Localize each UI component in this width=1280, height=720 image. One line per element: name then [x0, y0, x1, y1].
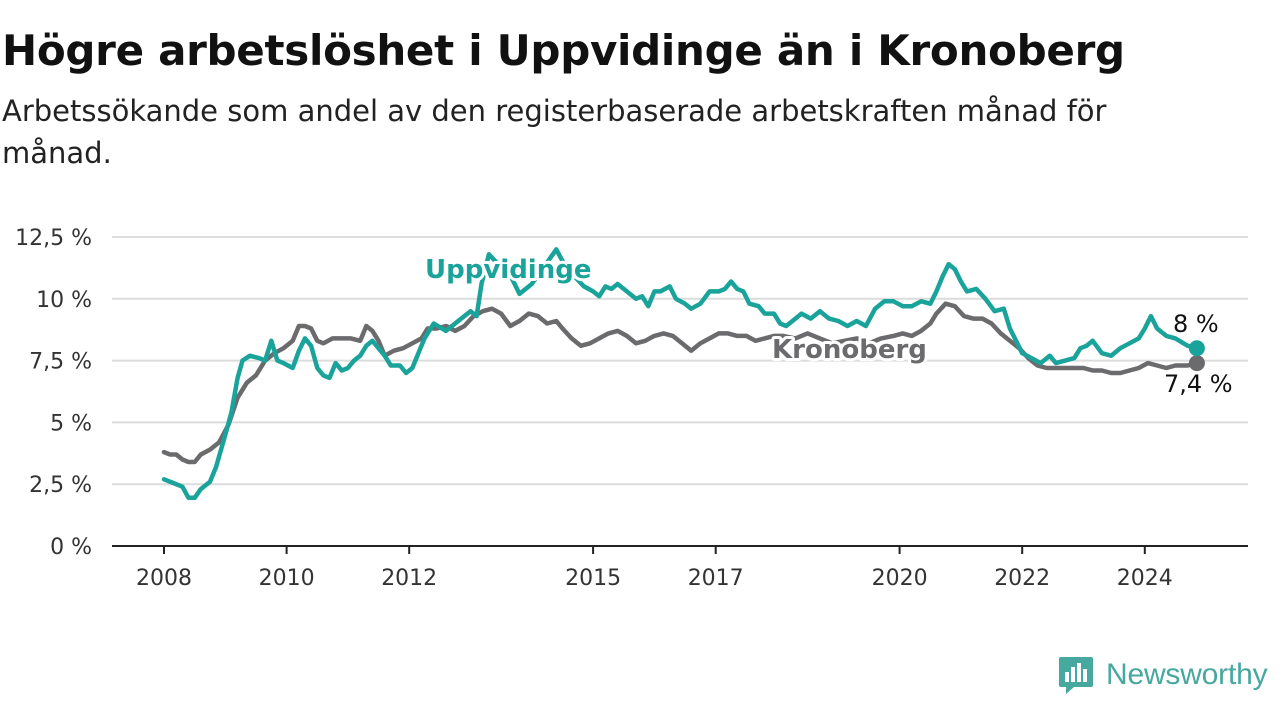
x-tick-label: 2020: [872, 566, 928, 591]
x-tick-label: 2012: [381, 566, 437, 591]
chart-subtitle: Arbetssökande som andel av den registerb…: [2, 94, 1107, 170]
y-tick-label: 2,5 %: [29, 473, 92, 498]
chart-title: Högre arbetslöshet i Uppvidinge än i Kro…: [2, 26, 1125, 75]
x-tick-label: 2010: [259, 566, 315, 591]
x-axis-ticks: 2008 2010 2012 2015 2017 2020 2022 2024: [136, 546, 1173, 591]
kronoberg-series-label: Kronoberg: [772, 335, 927, 365]
y-tick-label: 5 %: [50, 411, 92, 436]
uppvidinge-line-end-dot: [1188, 340, 1205, 357]
x-tick-label: 2017: [688, 566, 744, 591]
series-lines: [161, 247, 1205, 501]
kronoberg-line-end-dot: [1188, 355, 1205, 372]
y-tick-label: 7,5 %: [29, 350, 92, 375]
newsworthy-logo-icon: [1059, 657, 1093, 694]
y-tick-label: 10 %: [36, 288, 92, 313]
x-tick-label: 2015: [565, 566, 621, 591]
x-tick-label: 2008: [136, 566, 192, 591]
y-axis-tick-labels: 0 % 2,5 % 5 % 7,5 % 10 % 12,5 %: [15, 226, 92, 560]
x-tick-label: 2022: [994, 566, 1050, 591]
series-labels: Uppvidinge Kronoberg 8 % 7,4 %: [422, 252, 1236, 401]
x-tick-label: 2024: [1117, 566, 1173, 591]
y-tick-label: 12,5 %: [15, 226, 92, 251]
uppvidinge-line: [161, 247, 1200, 501]
uppvidinge-end-value: 8 %: [1173, 310, 1219, 338]
newsworthy-logo: Newsworthy: [1058, 655, 1268, 695]
kronoberg-end-value: 7,4 %: [1164, 370, 1233, 398]
newsworthy-logo-text: Newsworthy: [1106, 658, 1268, 691]
y-tick-label: 0 %: [50, 535, 92, 560]
uppvidinge-series-label: Uppvidinge: [425, 255, 591, 285]
kronoberg-line: [161, 301, 1200, 465]
